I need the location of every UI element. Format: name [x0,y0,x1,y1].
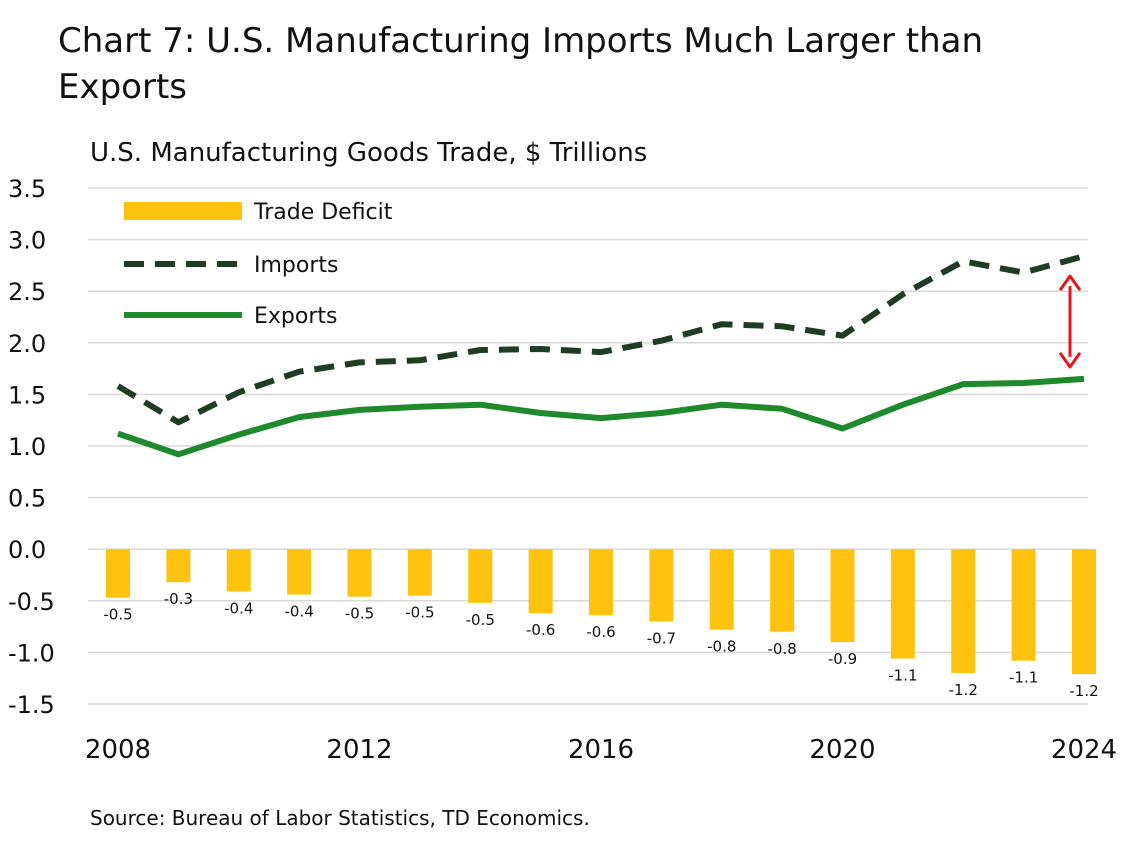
deficit-bars [106,549,1096,675]
bar-data-label: -0.3 [164,590,193,608]
lines [116,253,1085,458]
deficit-bar [830,549,855,643]
imports-line [116,253,1085,426]
deficit-bar [347,549,372,597]
y-tick-label: 0.0 [8,536,46,564]
chart-title: Chart 7: U.S. Manufacturing Imports Much… [58,21,984,107]
bar-data-label: -0.9 [828,650,857,668]
bar-data-label: -0.4 [224,600,253,618]
bar-data-label: -1.2 [1069,682,1098,700]
deficit-bar [106,549,130,598]
y-tick-label: -0.5 [8,588,55,616]
deficit-bar [528,549,553,614]
x-tick-label: 2008 [85,735,151,765]
deficit-bar [287,549,312,595]
deficit-bar [226,549,251,592]
y-tick-label: 0.5 [8,485,46,513]
bar-data-label: -0.4 [284,603,313,621]
y-tick-label: 1.5 [8,381,46,409]
bar-data-label: -0.8 [707,638,736,656]
deficit-bar-labels: -0.5 -0.3 -0.4 -0.4 -0.5 -0.5 -0.5 -0.6 -0.6 -0.7… [103,590,1098,700]
x-tick-label: 2012 [326,735,392,765]
legend-swatch-deficit [124,202,242,220]
bar-data-label: -1.1 [888,667,917,685]
deficit-bar [589,549,613,616]
deficit-bar [649,549,674,622]
exports-line [117,375,1085,458]
y-tick-label: 3.0 [8,227,46,255]
bar-data-label: -0.5 [103,606,132,624]
bar-data-label: -0.5 [345,605,374,623]
gridlines [88,187,1088,705]
x-axis-ticks: 2008 2012 2016 2020 2024 [85,735,1117,765]
bar-data-label: -0.6 [586,623,615,641]
deficit-bar [1011,549,1036,661]
arrow-head-down [1058,352,1082,369]
legend-label: Exports [254,304,337,329]
bar-data-label: -0.6 [526,621,555,639]
y-tick-label: 2.5 [8,278,46,306]
arrow-head-up [1058,274,1082,291]
x-tick-label: 2020 [809,735,875,765]
deficit-bar [1072,549,1096,675]
bar-data-label: -0.5 [405,604,434,622]
bar-data-label: -1.2 [949,681,978,699]
deficit-bar [166,549,191,583]
bar-data-label: -0.7 [647,629,676,647]
chart-subtitle: U.S. Manufacturing Goods Trade, $ Trilli… [90,138,648,168]
deficit-bar [407,549,432,596]
legend-label: Imports [254,253,338,278]
y-tick-label: -1.0 [8,639,55,667]
deficit-bar [890,549,915,659]
x-tick-label: 2016 [568,735,634,765]
gap-arrow [1058,274,1082,369]
deficit-bar [951,549,976,674]
y-axis-ticks: 3.5 3.0 2.5 2.0 1.5 1.0 0.5 0.0 -0.5 -1.0 -1.5 [8,175,55,719]
bar-data-label: -0.8 [767,640,796,658]
x-tick-label: 2024 [1051,735,1117,765]
legend-label: Trade Deficit [253,200,393,225]
bar-data-label: -1.1 [1009,669,1038,687]
legend: Trade Deficit Imports Exports [124,200,393,329]
y-tick-label: 3.5 [8,175,46,203]
bar-data-label: -0.5 [466,611,495,629]
deficit-bar [468,549,493,603]
deficit-bar [709,549,734,630]
y-tick-label: 2.0 [8,330,46,358]
y-tick-label: -1.5 [8,691,55,719]
source-note: Source: Bureau of Labor Statistics, TD E… [90,806,590,830]
y-tick-label: 1.0 [8,433,46,461]
deficit-bar [770,549,795,632]
